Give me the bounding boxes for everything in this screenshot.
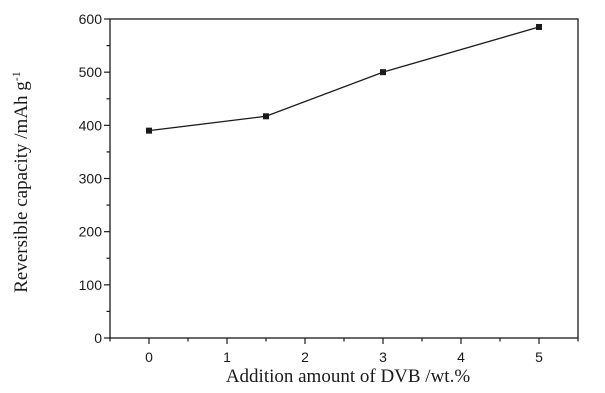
y-axis-ticks: 0 100 200 300 400 500 600 (79, 11, 110, 346)
y-tick-label: 500 (79, 64, 103, 80)
y-tick-label: 100 (79, 277, 103, 293)
x-axis-ticks: 0 1 2 3 4 5 (109, 338, 579, 365)
axes (109, 18, 579, 339)
y-tick-label: 600 (79, 11, 103, 27)
y-axis-title-superscript: -1 (9, 71, 23, 81)
data-point-marker (146, 127, 152, 134)
x-tick-label: 3 (379, 349, 387, 365)
y-tick-label: 200 (79, 224, 103, 240)
y-axis-title-main: Reversible capacity /mAh g (11, 81, 32, 293)
x-tick-label: 4 (457, 349, 465, 365)
series-group (146, 23, 542, 134)
data-point-marker (380, 69, 386, 76)
y-tick-label: 400 (79, 117, 103, 133)
y-tick-label: 300 (79, 171, 103, 187)
y-axis-title-text: Reversible capacity /mAh g-1 (9, 71, 32, 293)
y-axis-title: Reversible capacity /mAh g-1 (9, 71, 32, 293)
y-tick-label: 0 (94, 330, 102, 346)
x-tick-label: 1 (223, 349, 231, 365)
x-tick-label: 2 (301, 349, 309, 365)
x-axis-title: Addition amount of DVB /wt.% (226, 366, 471, 387)
plot-frame (109, 18, 579, 339)
series-line (148, 26, 540, 132)
x-tick-label: 0 (145, 349, 153, 365)
data-point-marker (536, 23, 542, 30)
data-point-marker (263, 113, 269, 120)
x-tick-label: 5 (535, 349, 543, 365)
